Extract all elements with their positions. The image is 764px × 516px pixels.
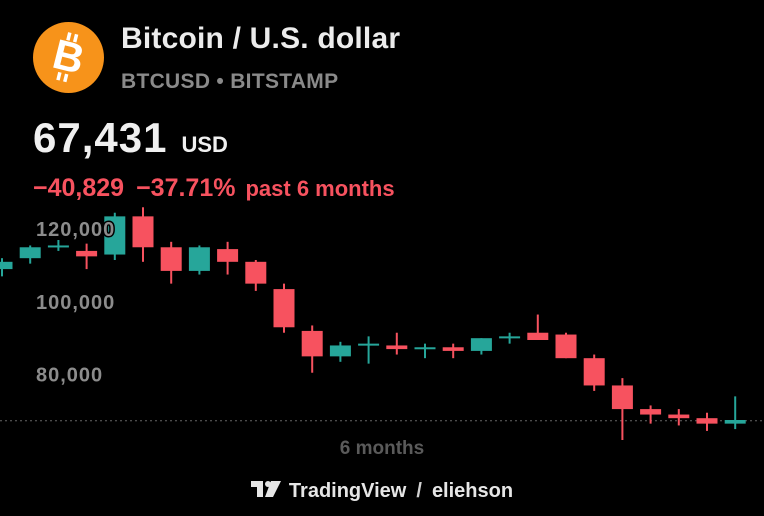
candle	[160, 241, 182, 284]
candle-body	[414, 347, 436, 350]
candle	[132, 207, 154, 262]
price-currency: USD	[181, 132, 228, 157]
candle	[188, 245, 210, 275]
candle	[217, 241, 239, 275]
candle-body	[696, 418, 718, 424]
y-axis-tick-label: 100,000	[36, 292, 115, 314]
candle-body	[132, 216, 154, 248]
footer-separator: /	[416, 480, 422, 502]
symbol-title: Bitcoin / U.S. dollar	[121, 22, 401, 55]
candle	[19, 245, 41, 264]
brand-name[interactable]: TradingView	[288, 480, 407, 502]
candle	[442, 343, 464, 359]
candle-body	[76, 250, 98, 257]
candle-body	[188, 247, 210, 271]
candle	[611, 378, 633, 440]
tradingview-logo-icon	[250, 480, 283, 503]
candle-body	[442, 347, 464, 351]
candle	[329, 341, 351, 362]
candle-body	[611, 385, 633, 410]
candle-body	[640, 409, 662, 415]
candle-body	[583, 358, 605, 386]
candle-body	[527, 332, 549, 340]
candle	[470, 338, 492, 355]
candle-body	[724, 420, 746, 424]
footer-credit: TradingView / eliehson	[0, 480, 764, 503]
change-percent: −37.71%	[136, 174, 236, 202]
change-period: past 6 months	[245, 176, 395, 201]
candle	[104, 212, 126, 260]
candle	[76, 243, 98, 270]
candle	[724, 396, 746, 430]
author-name[interactable]: eliehson	[431, 480, 514, 502]
candle	[696, 412, 718, 431]
change-absolute: −40,829	[33, 174, 125, 202]
bitcoin-icon: B	[48, 30, 89, 83]
candle	[386, 332, 408, 355]
candle	[358, 336, 380, 364]
candle-body	[0, 261, 13, 270]
candle-body	[499, 336, 521, 339]
candle-body	[555, 334, 577, 359]
y-axis-tick-label: 120,000	[36, 219, 115, 241]
candlestick-chart: 120,000 100,000 80,000	[0, 207, 764, 440]
candle-body	[217, 249, 239, 262]
y-axis-tick-label: 80,000	[36, 365, 103, 387]
bitcoin-logo: B	[33, 22, 104, 93]
candle	[640, 405, 662, 424]
candle-body	[273, 289, 295, 328]
change-row: −40,829 −37.71% past 6 months	[33, 174, 395, 203]
candle-body	[160, 247, 182, 271]
candle-body	[245, 261, 267, 284]
candle-body	[386, 345, 408, 350]
candle	[668, 409, 690, 426]
candle	[47, 240, 69, 251]
candle	[527, 314, 549, 340]
candle-body	[358, 343, 380, 346]
candle	[555, 332, 577, 359]
candle-body	[19, 247, 41, 259]
candle	[499, 332, 521, 344]
candle	[583, 354, 605, 391]
price-row: 67,431 USD	[33, 114, 228, 162]
candle	[273, 283, 295, 333]
candle-body	[668, 414, 690, 419]
candle-body	[104, 216, 126, 255]
candle	[414, 343, 436, 359]
candle-body	[47, 245, 69, 248]
candle-body	[470, 338, 492, 351]
candle	[0, 258, 13, 277]
symbol-subtitle: BTCUSD • BITSTAMP	[121, 70, 339, 93]
last-price: 67,431	[33, 114, 168, 161]
candle-body	[301, 330, 323, 357]
candle	[245, 260, 267, 291]
period-label: 6 months	[339, 438, 425, 459]
candle	[301, 325, 323, 373]
candle-body	[329, 345, 351, 357]
